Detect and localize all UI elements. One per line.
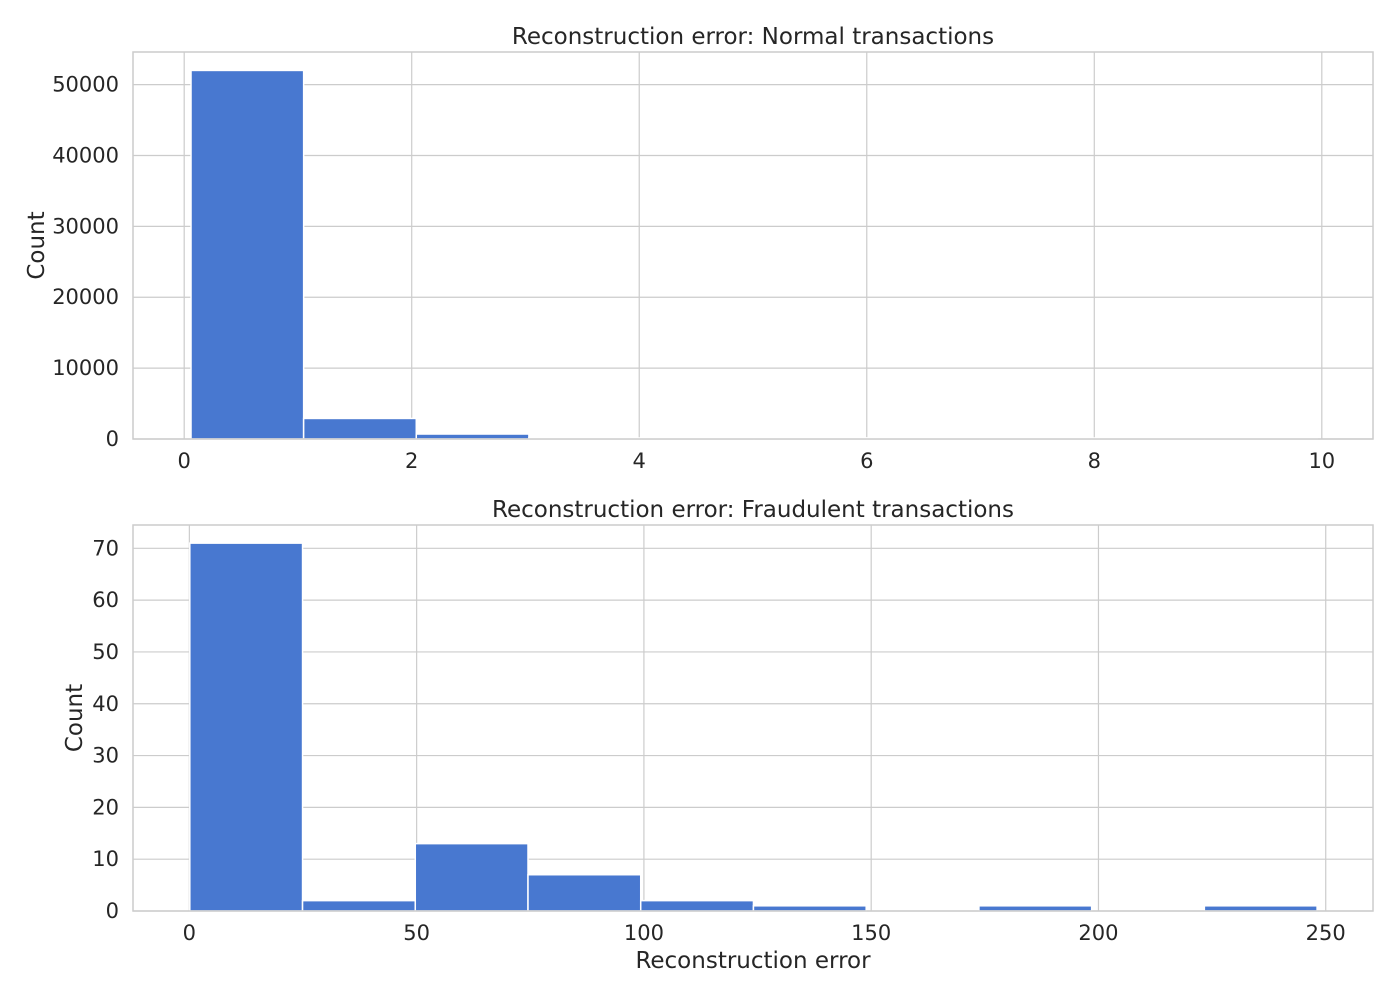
y-tick-label: 30 xyxy=(92,744,119,768)
chart-title: Reconstruction error: Fraudulent transac… xyxy=(492,497,1014,523)
y-tick-label: 50000 xyxy=(52,73,119,97)
chart-title: Reconstruction error: Normal transaction… xyxy=(512,24,994,50)
x-tick-label: 50 xyxy=(403,921,430,945)
x-tick-label: 8 xyxy=(1088,449,1101,473)
y-tick-label: 70 xyxy=(92,536,119,560)
y-tick-label: 50 xyxy=(92,640,119,664)
y-tick-label: 20 xyxy=(92,795,119,819)
x-tick-label: 100 xyxy=(624,921,664,945)
y-axis-label: Count xyxy=(24,211,50,279)
axes-frame xyxy=(132,51,1374,440)
y-tick-label: 60 xyxy=(92,588,119,612)
x-tick-label: 4 xyxy=(633,449,646,473)
x-tick-label: 2 xyxy=(405,449,418,473)
y-tick-label: 0 xyxy=(106,899,119,923)
y-axis-label: Count xyxy=(62,684,88,752)
histogram-bar xyxy=(1203,905,1318,912)
histogram-panel-1: 0 2 4 6 8 10 0 10000 20000 30000 40000 50000 Reconst… xyxy=(24,24,1374,473)
axes-frame xyxy=(132,524,1374,912)
histogram-bar xyxy=(978,905,1093,912)
x-tick-label: 6 xyxy=(860,449,873,473)
x-tick-label: 0 xyxy=(183,921,196,945)
x-tick-label: 200 xyxy=(1078,921,1118,945)
histogram-panel-2: 0 50 100 150 200 250 0 10 20 30 40 50 60 70 Reconstruc… xyxy=(62,497,1374,974)
y-tick-label: 10 xyxy=(92,847,119,871)
histogram-bar xyxy=(189,542,304,912)
x-tick-label: 250 xyxy=(1306,921,1346,945)
y-tick-label: 30000 xyxy=(52,214,119,238)
histogram-bar xyxy=(301,899,417,912)
x-tick-label: 0 xyxy=(178,449,191,473)
x-tick-label: 150 xyxy=(851,921,891,945)
y-tick-label: 20000 xyxy=(52,285,119,309)
histogram-bar xyxy=(190,69,305,440)
histogram-bar xyxy=(302,417,418,440)
histogram-bar xyxy=(639,899,755,912)
plot-area xyxy=(133,52,1373,439)
y-tick-label: 10000 xyxy=(52,356,119,380)
histogram-bar xyxy=(752,905,867,912)
y-tick-label: 40 xyxy=(92,692,119,716)
histogram-bar xyxy=(527,873,642,912)
y-tick-label: 40000 xyxy=(52,143,119,167)
x-tick-label: 10 xyxy=(1308,449,1335,473)
histogram-bar xyxy=(414,842,529,912)
x-axis-label: Reconstruction error xyxy=(635,948,871,974)
plot-area xyxy=(133,525,1373,911)
y-tick-label: 0 xyxy=(106,427,119,451)
